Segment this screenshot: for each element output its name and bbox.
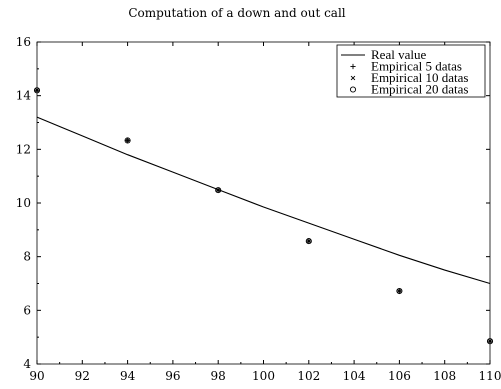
data-point-circle [486, 338, 494, 345]
data-point-cross [125, 138, 130, 143]
plot-area: 90 92 94 96 98 100 102 104 106 108 110 4 6 8 10 12 14 16 [16, 35, 501, 383]
chart-title: Computation of a down and out call [128, 6, 345, 20]
y-tick-label: 16 [16, 35, 31, 49]
legend-label: Empirical 10 datas [371, 70, 468, 85]
x-tick-label: 92 [75, 369, 90, 383]
y-tick-label: 12 [16, 142, 31, 156]
data-point-circle [215, 187, 222, 194]
x-tick-label: 94 [120, 369, 136, 383]
data-point-cross [487, 338, 493, 344]
legend-label: Real value [371, 47, 426, 62]
y-tick-label: 4 [23, 357, 31, 371]
data-point-circle [305, 238, 312, 245]
legend-box [336, 44, 486, 98]
x-tick-label: 96 [165, 369, 180, 383]
x-tick-label: 100 [252, 369, 275, 383]
data-point-cross [34, 88, 40, 93]
x-tick-label: 110 [479, 369, 501, 383]
data-point-circle [124, 137, 131, 144]
legend-label: Empirical 5 datas [371, 59, 462, 74]
data-point-circle [349, 86, 357, 93]
x-tick-label: 98 [211, 369, 226, 383]
y-tick-label: 8 [23, 250, 31, 264]
x-tick-label: 90 [29, 369, 44, 383]
x-tick-label: 102 [297, 369, 320, 383]
data-point-cross [306, 238, 312, 244]
x-tick-label: 108 [433, 369, 456, 383]
data-point-circle [33, 87, 41, 94]
x-tick-label: 106 [388, 369, 411, 383]
data-point-cross [215, 187, 221, 193]
data-point-cross [397, 288, 402, 294]
data-point-circle [396, 287, 403, 295]
data-point-cross [350, 75, 356, 81]
y-tick-label: 10 [16, 196, 31, 210]
y-tick-label: 6 [23, 303, 31, 317]
y-tick-label: 14 [16, 89, 32, 103]
series-line-real-value [36, 116, 491, 285]
legend-label: Empirical 20 datas [371, 82, 468, 97]
x-tick-label: 104 [343, 369, 366, 383]
